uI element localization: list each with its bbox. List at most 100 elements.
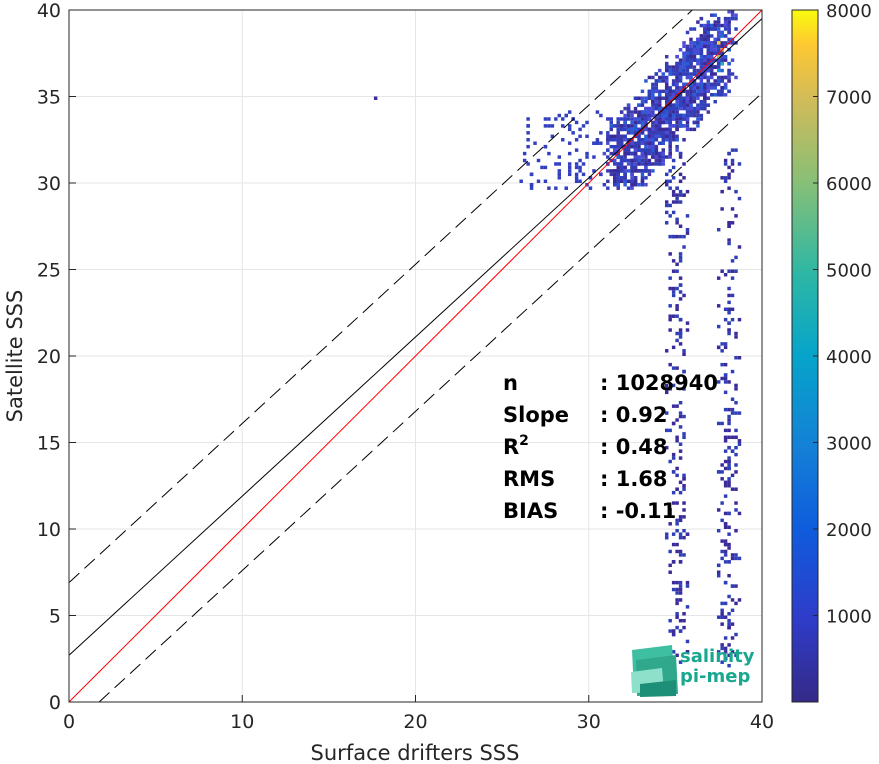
heatmap-cell	[720, 44, 724, 49]
heatmap-cell	[630, 158, 634, 163]
heatmap-cell	[675, 65, 679, 69]
heatmap-cell	[727, 421, 731, 426]
heatmap-cell	[671, 650, 676, 654]
x-tick-label: 20	[403, 711, 427, 733]
heatmap-cell	[723, 539, 728, 543]
heatmap-cell	[543, 144, 548, 149]
regression-minus-offset-line	[98, 92, 763, 703]
heatmap-cell	[547, 124, 551, 128]
heatmap-cell	[658, 131, 662, 135]
heatmap-cell	[644, 148, 648, 152]
heatmap-cell	[567, 172, 572, 177]
heatmap-cell	[675, 529, 679, 533]
heatmap-cell	[540, 165, 544, 170]
heatmap-cell	[710, 34, 714, 38]
heatmap-cell	[647, 144, 652, 149]
heatmap-cell	[664, 61, 669, 66]
heatmap-cell	[606, 117, 610, 121]
heatmap-cell	[616, 120, 620, 125]
heatmap-cell	[623, 134, 627, 139]
heatmap-cell	[703, 103, 707, 107]
heatmap-cell	[668, 151, 672, 156]
colorbar-tick-label: 6000	[826, 174, 872, 195]
heatmap-cell	[574, 176, 579, 180]
heatmap-cell	[671, 72, 676, 76]
heatmap-cell	[696, 120, 700, 125]
heatmap-cell	[727, 75, 731, 80]
heatmap-cell	[640, 120, 645, 125]
heatmap-cell	[696, 89, 700, 94]
heatmap-cell	[720, 86, 724, 90]
heatmap-cell	[651, 99, 655, 104]
heatmap-cell	[633, 96, 638, 100]
heatmap-cell	[647, 113, 652, 118]
heatmap-cell	[664, 99, 669, 104]
heatmap-cell	[661, 120, 665, 125]
heatmap-cell	[678, 553, 683, 557]
heatmap-cell	[609, 117, 613, 121]
heatmap-cell	[564, 113, 568, 118]
y-tick-label: 10	[37, 519, 61, 541]
heatmap-cell	[664, 221, 669, 225]
heatmap-cell	[675, 61, 679, 66]
heatmap-cell	[647, 89, 652, 94]
heatmap-cell	[671, 629, 676, 633]
heatmap-cell	[703, 23, 707, 28]
heatmap-cell	[668, 186, 672, 190]
heatmap-cell	[661, 75, 665, 80]
heatmap-cell	[671, 134, 676, 139]
heatmap-cell	[654, 117, 659, 121]
heatmap-cell	[616, 165, 620, 170]
heatmap-cell	[588, 176, 593, 180]
heatmap-cell	[730, 435, 735, 440]
heatmap-cell	[727, 321, 731, 325]
heatmap-cell	[713, 82, 717, 87]
heatmap-cell	[557, 113, 562, 118]
heatmap-cell	[637, 117, 641, 121]
heatmap-cell	[734, 445, 738, 450]
heatmap-cell	[685, 113, 690, 118]
heatmap-cell	[734, 27, 738, 31]
heatmap-cell	[716, 650, 721, 654]
heatmap-cell	[661, 134, 665, 139]
heatmap-cell	[689, 41, 693, 45]
heatmap-cell	[633, 110, 638, 114]
heatmap-cell	[678, 72, 683, 76]
heatmap-cell	[574, 172, 579, 177]
heatmap-cell	[640, 131, 645, 135]
heatmap-cell	[668, 428, 672, 433]
heatmap-cell	[668, 286, 672, 291]
heatmap-cell	[654, 89, 659, 94]
heatmap-cell	[682, 44, 686, 49]
heatmap-cell	[685, 44, 690, 49]
heatmap-cell	[682, 484, 686, 488]
heatmap-cell	[647, 93, 652, 97]
heatmap-cell	[727, 27, 731, 31]
heatmap-cell	[682, 473, 686, 478]
heatmap-cell	[675, 144, 679, 149]
heatmap-cell	[699, 99, 704, 104]
heatmap-cell	[692, 65, 697, 69]
heatmap-cell	[689, 51, 693, 55]
heatmap-cell	[727, 30, 731, 35]
heatmap-cell	[623, 138, 627, 142]
heatmap-cell	[730, 411, 735, 415]
heatmap-cell	[675, 501, 679, 505]
heatmap-cell	[723, 373, 728, 377]
heatmap-cell	[678, 124, 683, 128]
heatmap-cell	[616, 155, 620, 159]
heatmap-cell	[710, 93, 714, 97]
heatmap-cell	[664, 383, 669, 388]
heatmap-cell	[730, 307, 735, 312]
heatmap-cell	[675, 134, 679, 139]
heatmap-cell	[675, 200, 679, 204]
heatmap-cell	[668, 234, 672, 239]
stat-label: n	[503, 371, 518, 395]
heatmap-cell	[658, 134, 662, 139]
heatmap-cell	[633, 151, 638, 156]
heatmap-cell	[668, 317, 672, 322]
heatmap-cell	[685, 89, 690, 94]
heatmap-cell	[685, 605, 690, 609]
heatmap-cell	[567, 169, 572, 173]
heatmap-cell	[658, 127, 662, 132]
